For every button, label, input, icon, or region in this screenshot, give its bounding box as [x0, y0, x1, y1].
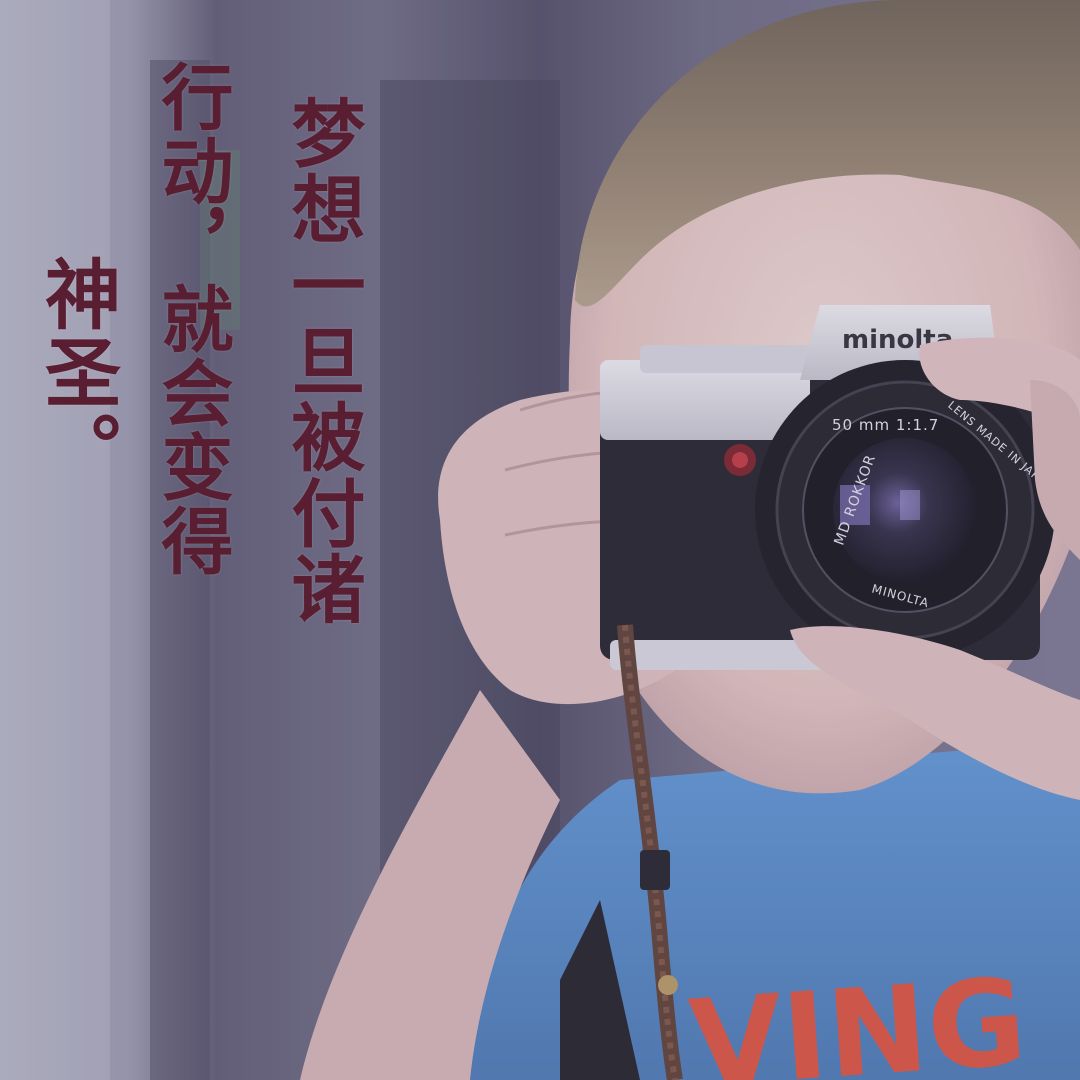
- quote-line-3: 神圣。: [32, 255, 121, 489]
- quote-line-2: 行动，就会变得: [149, 60, 234, 578]
- svg-text:VING: VING: [685, 953, 1030, 1080]
- quote-line-1: 梦想一旦被付诸: [279, 95, 365, 627]
- svg-text:50 mm 1:1.7: 50 mm 1:1.7: [832, 416, 939, 434]
